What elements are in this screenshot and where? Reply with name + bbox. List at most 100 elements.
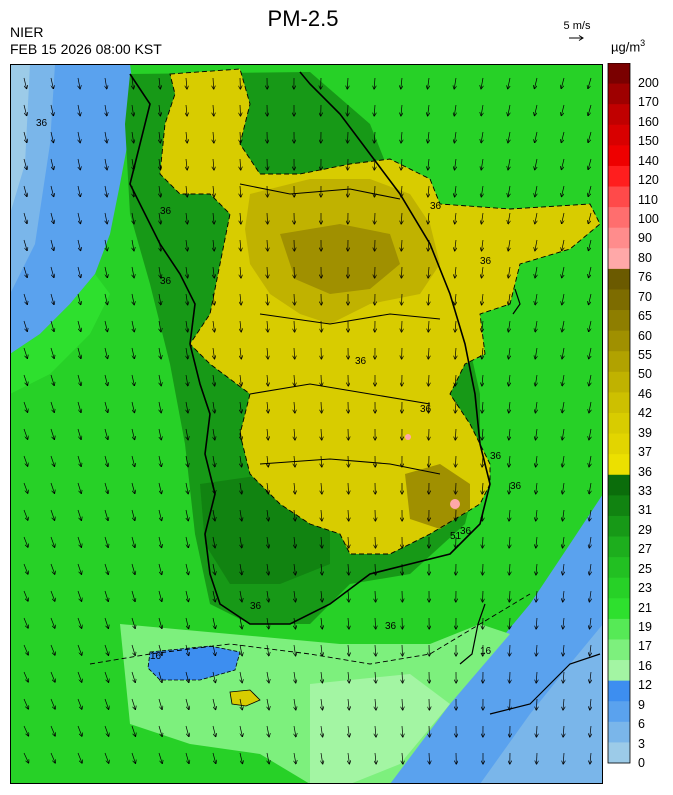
wind-arrow [50, 590, 55, 601]
legend-tick-label: 80 [638, 250, 652, 265]
wind-arrow [23, 752, 29, 763]
wind-arrow [240, 644, 242, 656]
legend-tick-label: 31 [638, 503, 652, 518]
wind-arrow [455, 347, 456, 359]
wind-arrow [294, 590, 296, 602]
wind-arrow [159, 347, 161, 359]
wind-arrow [132, 131, 134, 143]
wind-arrow [321, 536, 322, 548]
wind-arrow [509, 347, 511, 359]
wind-arrow [535, 320, 537, 332]
wind-arrow [482, 374, 483, 386]
wind-arrow [563, 644, 564, 656]
wind-arrow [186, 509, 188, 521]
wind-arrow [267, 239, 268, 251]
legend-color-swatch [608, 618, 630, 640]
wind-arrow [509, 590, 510, 602]
wind-arrow [104, 590, 108, 602]
legend-color-swatch [608, 598, 630, 620]
wind-arrow [321, 725, 323, 737]
legend-color-swatch [608, 474, 630, 496]
wind-arrow [267, 185, 268, 197]
wind-arrow [23, 698, 28, 709]
wind-arrow [589, 590, 591, 602]
legend-color-swatch [608, 145, 630, 167]
contour-label: 36 [385, 621, 397, 632]
legend-tick-label: 55 [638, 348, 652, 362]
wind-arrow [562, 455, 564, 467]
wind-arrow [50, 320, 54, 332]
wind-arrow [23, 644, 28, 655]
wind-arrow [374, 104, 375, 116]
wind-arrow [534, 77, 538, 89]
legend-tick-label: 46 [638, 386, 652, 401]
legend-tick-label: 50 [638, 367, 652, 382]
wind-arrow [212, 752, 216, 764]
wind-arrow [240, 590, 242, 602]
wind-arrow [77, 212, 81, 224]
wind-arrow [23, 239, 27, 251]
wind-arrow [78, 77, 80, 89]
wind-arrow [401, 131, 402, 143]
wind-arrow [508, 185, 510, 197]
wind-arrow [562, 374, 564, 386]
legend-color-swatch [608, 660, 630, 682]
legend-tick-label: 70 [638, 289, 652, 304]
wind-arrow [77, 320, 81, 332]
wind-arrow [131, 374, 134, 386]
contour-label: 36 [250, 601, 262, 612]
legend-tick-label: 6 [638, 717, 645, 732]
wind-arrow [77, 455, 81, 467]
legend-color-swatch [608, 557, 630, 579]
legend-tick-label: 19 [638, 620, 652, 634]
concentration-field-high-southeast [405, 464, 470, 529]
wind-arrow [77, 239, 81, 251]
wind-arrow [104, 617, 108, 629]
wind-arrow [132, 266, 134, 278]
wind-arrow [185, 617, 189, 629]
wind-arrow [186, 482, 188, 494]
concentration-field-south-band-light [310, 674, 450, 784]
wind-arrow [186, 428, 188, 440]
wind-arrow [454, 77, 456, 89]
wind-arrow [482, 401, 483, 413]
wind-arrow [348, 725, 349, 737]
wind-arrow [590, 644, 591, 656]
legend-unit: µg/m3 [611, 38, 646, 55]
concentration-field-peak-spot [450, 499, 460, 509]
wind-arrow [185, 725, 189, 737]
wind-arrow [321, 671, 322, 683]
wind-arrow [535, 212, 537, 224]
wind-arrow [158, 644, 162, 656]
wind-arrow [186, 77, 187, 89]
wind-arrow [23, 131, 27, 143]
wind-arrow [536, 509, 537, 521]
wind-arrow [508, 266, 510, 278]
wind-arrow [401, 158, 402, 170]
wind-arrow [240, 131, 241, 143]
legend-color-swatch [608, 495, 630, 517]
wind-arrow [23, 212, 27, 224]
legend-color-swatch [608, 433, 630, 455]
wind-arrow [348, 131, 349, 143]
wind-arrow [131, 509, 135, 521]
wind-arrow [402, 293, 403, 305]
wind-arrow [348, 644, 349, 656]
wind-arrow [185, 563, 189, 575]
wind-arrow [240, 320, 241, 332]
coastline-peninsula [129, 71, 491, 625]
wind-arrow [536, 482, 537, 494]
wind-arrow [212, 617, 215, 629]
wind-arrow [213, 266, 214, 278]
wind-arrow [402, 320, 403, 332]
wind-arrow [455, 158, 457, 170]
wind-arrow [455, 185, 456, 197]
wind-arrow [78, 131, 80, 143]
wind-arrow [50, 374, 54, 386]
wind-arrow [50, 401, 54, 413]
wind-arrow [482, 320, 483, 332]
wind-arrow [212, 671, 216, 683]
wind-arrow [186, 374, 188, 386]
wind-arrow [536, 428, 538, 440]
wind-arrow [23, 536, 28, 547]
